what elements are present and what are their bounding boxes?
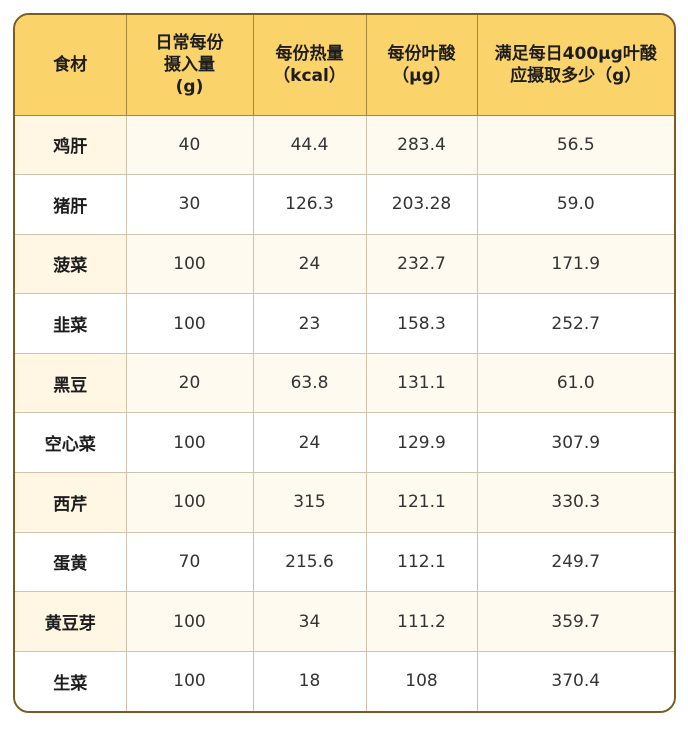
cell-folate: 112.1 — [366, 532, 478, 593]
folic-acid-table: 食材 日常每份 摄入量 (g) 每份热量 （kcal） 每份叶酸 （μg） 满足每日400μg叶… — [15, 15, 674, 711]
cell-daily-portion: 100 — [126, 412, 254, 474]
cell-required-amount: 171.9 — [477, 234, 674, 295]
cell-ingredient: 生菜 — [15, 651, 127, 711]
cell-calories: 23 — [253, 293, 367, 354]
cell-folate: 158.3 — [366, 293, 478, 354]
cell-daily-portion: 70 — [126, 532, 254, 593]
cell-daily-portion: 100 — [126, 651, 254, 711]
cell-required-amount: 330.3 — [477, 472, 674, 533]
table-row: 菠菜 100 24 232.7 171.9 — [15, 234, 674, 295]
folic-acid-table-card: 食材 日常每份 摄入量 (g) 每份热量 （kcal） 每份叶酸 （μg） 满足每日400μg叶… — [13, 13, 676, 713]
table-row: 黑豆 20 63.8 131.1 61.0 — [15, 353, 674, 414]
cell-folate: 283.4 — [366, 115, 478, 176]
cell-daily-portion: 100 — [126, 591, 254, 652]
cell-required-amount: 61.0 — [477, 353, 674, 414]
cell-required-amount: 56.5 — [477, 115, 674, 176]
cell-calories: 215.6 — [253, 532, 367, 593]
cell-required-amount: 59.0 — [477, 174, 674, 235]
cell-calories: 18 — [253, 651, 367, 711]
cell-folate: 203.28 — [366, 174, 478, 235]
cell-daily-portion: 30 — [126, 174, 254, 235]
cell-daily-portion: 100 — [126, 234, 254, 295]
cell-daily-portion: 20 — [126, 353, 254, 414]
cell-ingredient: 西芹 — [15, 472, 127, 533]
header-daily-portion: 日常每份 摄入量 (g) — [126, 15, 254, 116]
cell-required-amount: 307.9 — [477, 412, 674, 474]
cell-calories: 44.4 — [253, 115, 367, 176]
cell-ingredient: 鸡肝 — [15, 115, 127, 176]
table-row: 猪肝 30 126.3 203.28 59.0 — [15, 174, 674, 235]
cell-folate: 121.1 — [366, 472, 478, 533]
cell-folate: 232.7 — [366, 234, 478, 295]
table-row: 黄豆芽 100 34 111.2 359.7 — [15, 591, 674, 652]
table-row: 空心菜 100 24 129.9 307.9 — [15, 412, 674, 474]
table-body: 鸡肝 40 44.4 283.4 56.5 猪肝 30 126.3 203.28 59.0 菠菜 10… — [15, 115, 674, 711]
cell-required-amount: 252.7 — [477, 293, 674, 354]
cell-folate: 131.1 — [366, 353, 478, 414]
cell-calories: 24 — [253, 234, 367, 295]
header-ingredient: 食材 — [15, 15, 127, 116]
cell-ingredient: 猪肝 — [15, 174, 127, 235]
cell-required-amount: 249.7 — [477, 532, 674, 593]
cell-calories: 315 — [253, 472, 367, 533]
table-header-row: 食材 日常每份 摄入量 (g) 每份热量 （kcal） 每份叶酸 （μg） 满足每日400μg叶… — [15, 15, 674, 116]
table-row: 韭菜 100 23 158.3 252.7 — [15, 293, 674, 354]
header-required-amount-line: 满足每日400μg叶酸 — [494, 43, 657, 64]
header-daily-portion-line: (g) — [175, 76, 204, 97]
cell-daily-portion: 100 — [126, 472, 254, 533]
header-folate-line: （μg） — [392, 65, 451, 86]
cell-ingredient: 黑豆 — [15, 353, 127, 414]
cell-daily-portion: 40 — [126, 115, 254, 176]
header-required-amount-line: 应摄取多少（g） — [510, 65, 642, 86]
cell-ingredient: 黄豆芽 — [15, 591, 127, 652]
header-ingredient-line: 食材 — [53, 54, 88, 75]
cell-folate: 108 — [366, 651, 478, 711]
header-daily-portion-line: 摄入量 — [164, 54, 215, 75]
cell-calories: 126.3 — [253, 174, 367, 235]
cell-ingredient: 韭菜 — [15, 293, 127, 354]
cell-required-amount: 370.4 — [477, 651, 674, 711]
cell-ingredient: 空心菜 — [15, 412, 127, 474]
table-row: 蛋黄 70 215.6 112.1 249.7 — [15, 532, 674, 593]
table-row: 鸡肝 40 44.4 283.4 56.5 — [15, 115, 674, 176]
header-calories-line: 每份热量 — [275, 43, 344, 64]
table-row: 西芹 100 315 121.1 330.3 — [15, 472, 674, 533]
cell-daily-portion: 100 — [126, 293, 254, 354]
cell-folate: 111.2 — [366, 591, 478, 652]
header-required-amount: 满足每日400μg叶酸 应摄取多少（g） — [477, 15, 674, 116]
table-row: 生菜 100 18 108 370.4 — [15, 651, 674, 711]
cell-required-amount: 359.7 — [477, 591, 674, 652]
header-folate: 每份叶酸 （μg） — [366, 15, 478, 116]
cell-calories: 63.8 — [253, 353, 367, 414]
header-daily-portion-line: 日常每份 — [155, 32, 224, 53]
cell-ingredient: 菠菜 — [15, 234, 127, 295]
header-calories: 每份热量 （kcal） — [253, 15, 367, 116]
cell-folate: 129.9 — [366, 412, 478, 474]
header-folate-line: 每份叶酸 — [387, 43, 456, 64]
cell-ingredient: 蛋黄 — [15, 532, 127, 593]
cell-calories: 24 — [253, 412, 367, 474]
cell-calories: 34 — [253, 591, 367, 652]
header-calories-line: （kcal） — [273, 65, 346, 86]
